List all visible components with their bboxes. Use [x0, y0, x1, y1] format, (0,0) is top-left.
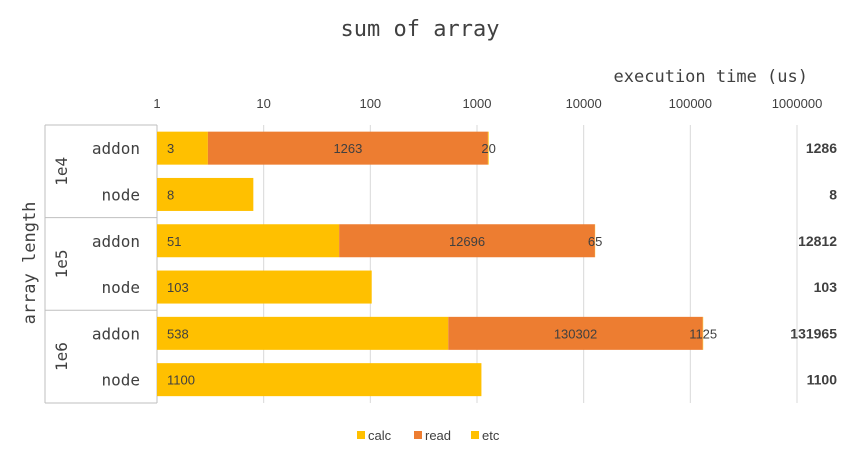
bar-calc [157, 270, 372, 304]
group-label: 1e6 [52, 342, 71, 371]
data-label-calc: 51 [167, 234, 181, 249]
legend-swatch-read [414, 431, 422, 439]
bar-calc [157, 177, 254, 211]
total-labels: 1286 8 12812 103 131965 1100 [790, 140, 837, 388]
x-axis-title: execution time (us) [614, 67, 808, 87]
category-labels: addon node addon node addon node [92, 139, 140, 390]
legend-label-calc: calc [368, 428, 392, 443]
legend-label-read: read [425, 428, 451, 443]
x-tick-label: 100 [359, 96, 381, 111]
bar-read [448, 316, 703, 350]
y-axis-title: array length [20, 202, 40, 325]
x-tick-label: 100000 [669, 96, 712, 111]
x-tick-label: 10000 [566, 96, 602, 111]
bar-calc [157, 363, 482, 397]
x-tick-label: 1000000 [772, 96, 823, 111]
category-label: node [101, 185, 140, 204]
group-label: 1e4 [52, 157, 71, 186]
data-label-calc: 538 [167, 326, 189, 341]
data-label-read: 12696 [449, 234, 485, 249]
data-label-etc: 65 [588, 234, 602, 249]
total-label: 12812 [798, 233, 837, 249]
legend-swatch-calc [357, 431, 365, 439]
x-tick-labels: 1 10 100 1000 10000 100000 1000000 [153, 96, 822, 111]
legend-swatch-etc [471, 431, 479, 439]
bar-calc [157, 316, 449, 350]
data-label-read: 130302 [554, 326, 597, 341]
x-tick-label: 1 [153, 96, 160, 111]
axis-frame [44, 124, 158, 404]
category-label: addon [92, 324, 140, 343]
grid-layer [263, 125, 798, 403]
bar-etc [487, 131, 489, 165]
data-label-read: 1263 [333, 141, 362, 156]
data-label-calc: 1100 [167, 373, 195, 388]
total-label: 8 [829, 186, 837, 202]
bar-layer [157, 131, 704, 397]
bar-read [339, 224, 595, 258]
category-label: node [101, 278, 140, 297]
group-labels: 1e4 1e5 1e6 [52, 157, 71, 371]
category-label: node [101, 371, 140, 390]
category-label: addon [92, 139, 140, 158]
bar-calc [157, 131, 208, 165]
total-label: 131965 [790, 325, 837, 341]
data-labels: 3 1263 20 8 51 12696 65 103 538 130302 1125 1100 [167, 141, 717, 388]
data-label-calc: 103 [167, 280, 189, 295]
x-tick-label: 10 [256, 96, 270, 111]
category-label: addon [92, 232, 140, 251]
legend-label-etc: etc [482, 428, 500, 443]
total-label: 1286 [806, 140, 837, 156]
bar-calc [157, 224, 340, 258]
total-label: 1100 [807, 372, 838, 388]
bar-read [207, 131, 488, 165]
chart-title: sum of array [341, 17, 500, 42]
data-label-etc: 20 [481, 141, 495, 156]
total-label: 103 [814, 279, 838, 295]
group-label: 1e5 [52, 249, 71, 278]
data-label-calc: 8 [167, 187, 174, 202]
legend: calc read etc [357, 428, 500, 443]
data-label-etc: 1125 [689, 326, 717, 341]
x-tick-label: 1000 [463, 96, 492, 111]
data-label-calc: 3 [167, 141, 174, 156]
